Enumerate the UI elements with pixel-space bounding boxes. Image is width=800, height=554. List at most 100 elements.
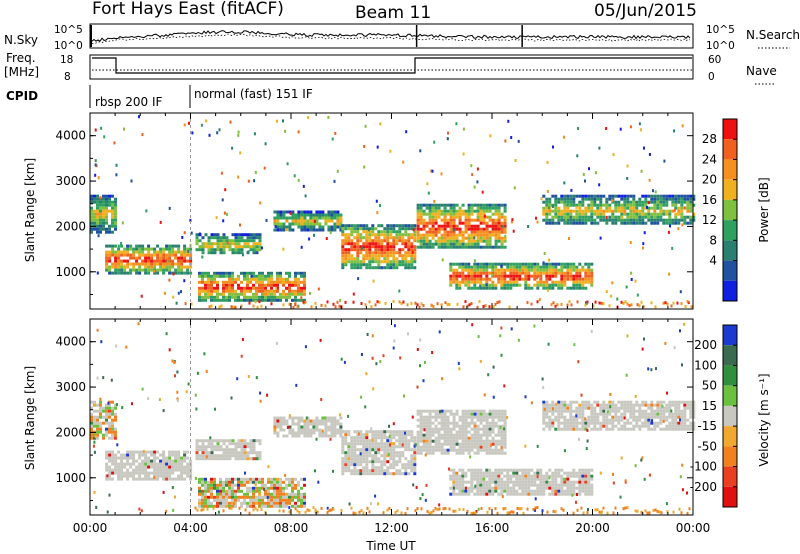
velocity-cell [141, 453, 145, 457]
velocity-cell [285, 477, 288, 481]
velocity-cell [237, 498, 240, 502]
power-cell [665, 221, 669, 225]
velocity-cell [383, 448, 387, 452]
velocity-cell [201, 451, 205, 455]
power-cell [446, 218, 450, 222]
velocity-cell [156, 477, 160, 481]
power-cell [623, 221, 627, 225]
power-cell [452, 262, 456, 266]
velocity-cell [449, 442, 453, 446]
velocity-cell [449, 474, 453, 478]
power-cell [324, 222, 328, 226]
velocity-cell [497, 442, 501, 446]
velocity-cell [288, 501, 291, 505]
velocity-cell [608, 421, 612, 425]
power-cell [103, 135, 106, 139]
power-cell [159, 262, 163, 266]
power-cell [344, 257, 348, 261]
power-cell [341, 239, 345, 243]
velocity-cell [171, 453, 175, 457]
power-cell [565, 217, 568, 221]
velocity-cell [500, 427, 504, 431]
velocity-cell [479, 436, 483, 440]
velocity-cell [177, 459, 181, 463]
velocity-cell [569, 403, 573, 407]
power-cell [566, 262, 570, 266]
power-cell [464, 300, 467, 304]
power-cell [690, 305, 693, 309]
velocity-cell [557, 406, 561, 410]
power-cell [560, 194, 564, 198]
velocity-cell [458, 424, 462, 428]
velocity-cell [368, 448, 372, 452]
velocity-cell [467, 421, 471, 425]
power-cell [336, 213, 340, 217]
power-cell [168, 247, 172, 251]
velocity-cell [210, 439, 214, 443]
power-cell [662, 301, 665, 305]
power-cell [353, 236, 357, 240]
velocity-cell [108, 459, 112, 463]
velocity-cell [575, 427, 579, 431]
velocity-cell [198, 504, 201, 508]
power-cell [575, 268, 579, 272]
power-cell [554, 215, 558, 219]
velocity-cell [180, 471, 184, 475]
velocity-cell [222, 504, 225, 508]
power-cell [494, 218, 498, 222]
power-cell [473, 233, 477, 237]
power-cell [258, 300, 261, 304]
power-cell [282, 228, 286, 232]
velocity-cell [386, 439, 390, 443]
power-cell [189, 218, 192, 222]
power-cell [374, 242, 378, 246]
velocity-cell [96, 421, 99, 425]
velocity-cell [273, 419, 277, 423]
velocity-cell [374, 466, 378, 470]
power-cell [216, 274, 219, 278]
power-cell [500, 221, 504, 225]
power-cell [491, 230, 495, 234]
velocity-cell [551, 412, 555, 416]
velocity-cell [548, 486, 552, 490]
power-cell [458, 262, 462, 266]
power-cell [144, 259, 148, 263]
power-cell [255, 236, 259, 240]
power-cell [315, 228, 319, 232]
velocity-cell [249, 501, 252, 505]
velocity-cell [500, 430, 504, 434]
velocity-cell [491, 439, 495, 443]
velocity-cell [599, 421, 603, 425]
power-cell [215, 216, 218, 220]
velocity-cell [485, 433, 489, 437]
velocity-cell [114, 412, 117, 416]
power-cell [443, 242, 447, 246]
velocity-cell [428, 445, 432, 449]
velocity-cell [542, 415, 546, 419]
power-cell [554, 304, 557, 308]
power-cell [153, 253, 157, 257]
power-cell [494, 221, 498, 225]
power-cell [201, 289, 204, 293]
power-cell [689, 221, 693, 225]
power-cell [416, 206, 420, 210]
power-cell [540, 197, 543, 201]
power-cell [410, 227, 414, 231]
velocity-cell [288, 495, 291, 499]
velocity-cell [270, 504, 273, 508]
power-cell [608, 215, 612, 219]
power-cell [575, 283, 579, 287]
velocity-cell [365, 457, 369, 461]
power-cell [563, 277, 567, 281]
power-cell [566, 271, 570, 275]
power-cell [264, 283, 267, 287]
velocity-cell [189, 477, 193, 481]
velocity-cell [114, 468, 118, 472]
velocity-cell [590, 483, 594, 487]
power-cell [503, 280, 507, 284]
velocity-cell [371, 430, 375, 434]
power-cell [347, 224, 351, 228]
velocity-cell [551, 477, 555, 481]
power-cell [622, 301, 625, 305]
power-cell [596, 203, 600, 207]
